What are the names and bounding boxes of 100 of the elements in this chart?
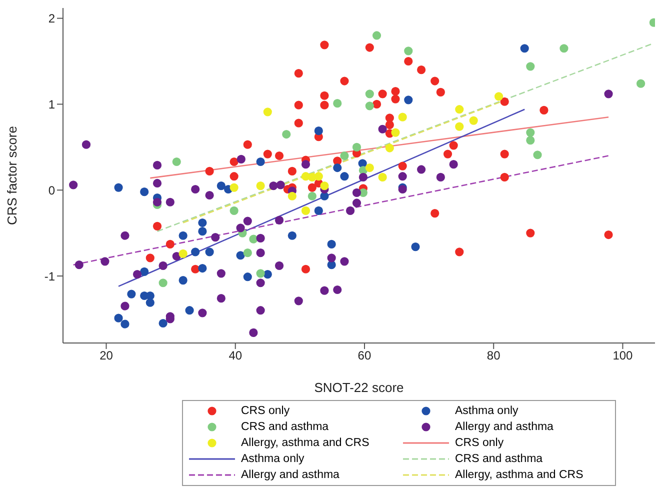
legend-label: Allergy, asthma and CRS — [241, 437, 370, 449]
point — [430, 208, 440, 218]
point — [500, 150, 509, 158]
point — [526, 228, 535, 238]
point — [191, 248, 200, 256]
point — [526, 128, 535, 137]
point — [191, 264, 200, 274]
point — [404, 96, 413, 104]
x-tick-label: 40 — [228, 348, 242, 363]
point — [282, 130, 291, 139]
point — [274, 216, 284, 224]
point — [263, 270, 272, 279]
point — [243, 248, 252, 258]
point — [604, 230, 613, 240]
point — [314, 126, 323, 136]
point — [263, 150, 272, 158]
point — [636, 79, 646, 88]
point — [327, 240, 336, 249]
point — [236, 224, 245, 232]
point — [294, 118, 303, 128]
point — [385, 120, 394, 130]
point — [166, 240, 174, 249]
point — [391, 87, 400, 96]
point — [152, 198, 162, 206]
point — [178, 276, 188, 285]
point — [365, 90, 374, 98]
point — [378, 172, 387, 182]
point — [294, 100, 303, 110]
point — [158, 278, 168, 288]
point — [494, 92, 504, 101]
point — [333, 163, 342, 172]
point — [288, 231, 296, 240]
point — [365, 163, 374, 172]
point — [340, 257, 349, 266]
point — [604, 90, 613, 98]
point — [256, 157, 265, 166]
point — [320, 91, 329, 100]
point — [378, 124, 387, 134]
point — [140, 188, 149, 196]
point — [333, 99, 342, 108]
point — [500, 172, 509, 182]
point — [205, 190, 214, 200]
y-tick-label: 2 — [48, 12, 56, 26]
point — [449, 141, 458, 150]
point — [172, 157, 181, 166]
point — [256, 234, 265, 243]
point — [158, 261, 168, 270]
y-axis-title: CRS factor score — [4, 126, 20, 225]
point — [540, 106, 548, 115]
point — [301, 206, 310, 216]
point — [198, 218, 207, 228]
point — [120, 302, 130, 310]
point — [205, 248, 214, 256]
y-tick-label: -1 — [44, 269, 56, 284]
point — [301, 160, 310, 169]
point — [327, 254, 336, 262]
legend-label: CRS and asthma — [455, 453, 543, 465]
x-tick-label: 20 — [100, 348, 114, 363]
point — [263, 108, 272, 116]
point — [398, 162, 407, 170]
legend-label: CRS only — [241, 405, 290, 417]
point — [256, 278, 265, 288]
point — [140, 267, 149, 276]
point — [455, 122, 464, 131]
point — [132, 270, 142, 279]
point — [256, 182, 265, 190]
point — [178, 231, 188, 240]
legend-label: CRS and asthma — [241, 421, 329, 433]
y-tick-label: 0 — [48, 183, 56, 198]
point — [230, 183, 238, 192]
point — [320, 182, 329, 190]
point — [340, 172, 349, 181]
x-tick-label: 60 — [358, 348, 372, 363]
point — [152, 178, 162, 188]
point — [172, 252, 181, 261]
point — [372, 100, 382, 109]
legend-label: Allergy and asthma — [241, 469, 340, 481]
point — [436, 172, 445, 182]
point — [198, 308, 207, 318]
legend-label: Allergy, asthma and CRS — [455, 469, 584, 481]
point — [152, 160, 162, 170]
point — [352, 198, 362, 208]
point — [391, 128, 400, 137]
point — [198, 227, 207, 236]
point — [236, 154, 246, 164]
x-tick-label: 80 — [486, 348, 501, 363]
point — [274, 261, 284, 270]
point — [100, 257, 110, 266]
point — [378, 90, 387, 98]
point — [352, 142, 362, 152]
point — [274, 151, 284, 160]
point — [256, 248, 265, 258]
point — [533, 150, 542, 160]
point — [269, 182, 278, 190]
legend-label: Asthma only — [455, 405, 518, 417]
legend-label: Asthma only — [241, 453, 304, 465]
point — [398, 112, 407, 122]
point — [243, 216, 252, 226]
point — [398, 172, 407, 181]
point — [340, 76, 349, 86]
